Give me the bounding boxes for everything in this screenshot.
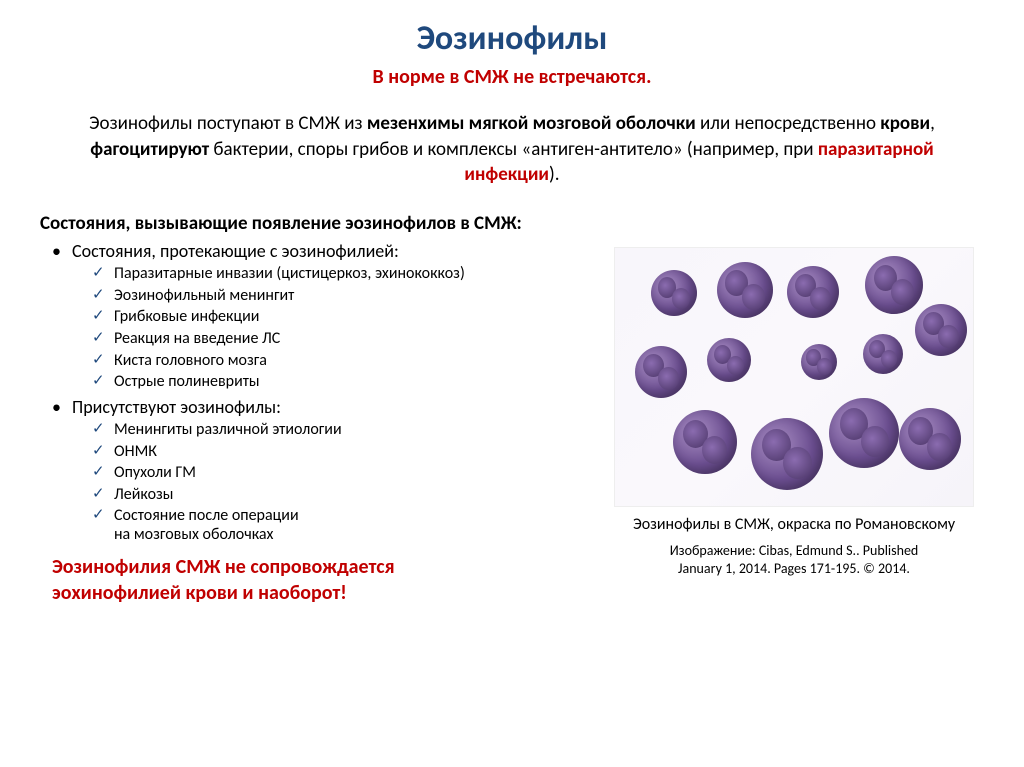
check-item: Менингиты различной этиологии — [114, 419, 584, 441]
eosinophil-cell — [673, 410, 737, 474]
image-caption: Эозинофилы в СМЖ, окраска по Романовском… — [633, 515, 955, 536]
bullet-group-1-label: Состояния, протекающие с эозинофилией: — [72, 240, 399, 262]
eosinophil-cell — [865, 256, 923, 314]
check-list-2: Менингиты различной этиологии ОНМК Опухо… — [72, 419, 584, 546]
eosinophil-cell — [717, 262, 773, 318]
eosinophil-cell — [829, 398, 899, 468]
eosinophil-cell — [707, 338, 751, 382]
intro-paragraph: Эозинофилы поступают в СМЖ из мезенхимы … — [50, 111, 974, 188]
check-item: Паразитарные инвазии (цистицеркоз, эхино… — [114, 263, 584, 285]
section-header: Состояния, вызывающие появление эозинофи… — [40, 212, 584, 235]
content-columns: Состояния, вызывающие появление эозинофи… — [40, 212, 984, 606]
bottom-note-l2: эохинофилией крови и наоборот! — [52, 580, 584, 606]
intro-mid2: , — [930, 112, 935, 135]
image-source: Изображение: Cibas, Edmund S.. Published… — [670, 542, 919, 578]
check-item: Грибковые инфекции — [114, 306, 584, 328]
bottom-note: Эозинофилия СМЖ не сопровождается эохино… — [40, 554, 584, 606]
eosinophil-cell — [863, 334, 903, 374]
intro-b2: крови — [880, 112, 930, 135]
check-item: Реакция на введение ЛС — [114, 328, 584, 350]
intro-b1: мезенхимы мягкой мозговой оболочки — [367, 112, 696, 135]
slide-title: Эозинофилы — [40, 18, 984, 59]
check-item: Киста головного мозга — [114, 350, 584, 372]
eosinophil-cell — [651, 270, 697, 316]
eosinophil-cell — [635, 346, 687, 398]
source-line-1: Изображение: Cibas, Edmund S.. Published — [670, 542, 919, 560]
intro-pre: Эозинофилы поступают в СМЖ из — [89, 112, 367, 135]
eosinophil-cell — [751, 418, 823, 490]
eosinophil-cell — [915, 304, 967, 356]
left-column: Состояния, вызывающие появление эозинофи… — [40, 212, 584, 606]
eosinophil-cell — [899, 408, 961, 470]
right-column: Эозинофилы в СМЖ, окраска по Романовском… — [604, 212, 984, 606]
bullet-group-2-label: Присутствуют эозинофилы: — [72, 396, 281, 418]
intro-post: ). — [549, 163, 560, 186]
slide-subtitle: В норме в СМЖ не встречаются. — [40, 65, 984, 89]
intro-mid1: или непосредственно — [696, 112, 881, 135]
check-list-1: Паразитарные инвазии (цистицеркоз, эхино… — [72, 263, 584, 393]
bottom-note-l1: Эозинофилия СМЖ не сопровождается — [52, 554, 584, 580]
microscopy-image — [614, 247, 974, 507]
check-item: Лейкозы — [114, 484, 584, 506]
check-item: Острые полиневриты — [114, 371, 584, 393]
bullet-group-2: Присутствуют эозинофилы: Менингиты разли… — [72, 395, 584, 546]
intro-mid3: бактерии, споры грибов и комплексы «анти… — [209, 138, 818, 161]
bullet-group-1: Состояния, протекающие с эозинофилией: П… — [72, 239, 584, 393]
check-item: на мозговых оболочках — [114, 524, 584, 546]
bullet-list: Состояния, протекающие с эозинофилией: П… — [40, 239, 584, 546]
eosinophil-cell — [787, 266, 839, 318]
source-line-2: January 1, 2014. Pages 171-195. © 2014. — [670, 560, 919, 578]
check-item: Эозинофильный менингит — [114, 285, 584, 307]
intro-b3: фагоцитируют — [90, 138, 209, 161]
check-item: ОНМК — [114, 441, 584, 463]
eosinophil-cell — [801, 344, 837, 380]
check-item: Опухоли ГМ — [114, 462, 584, 484]
